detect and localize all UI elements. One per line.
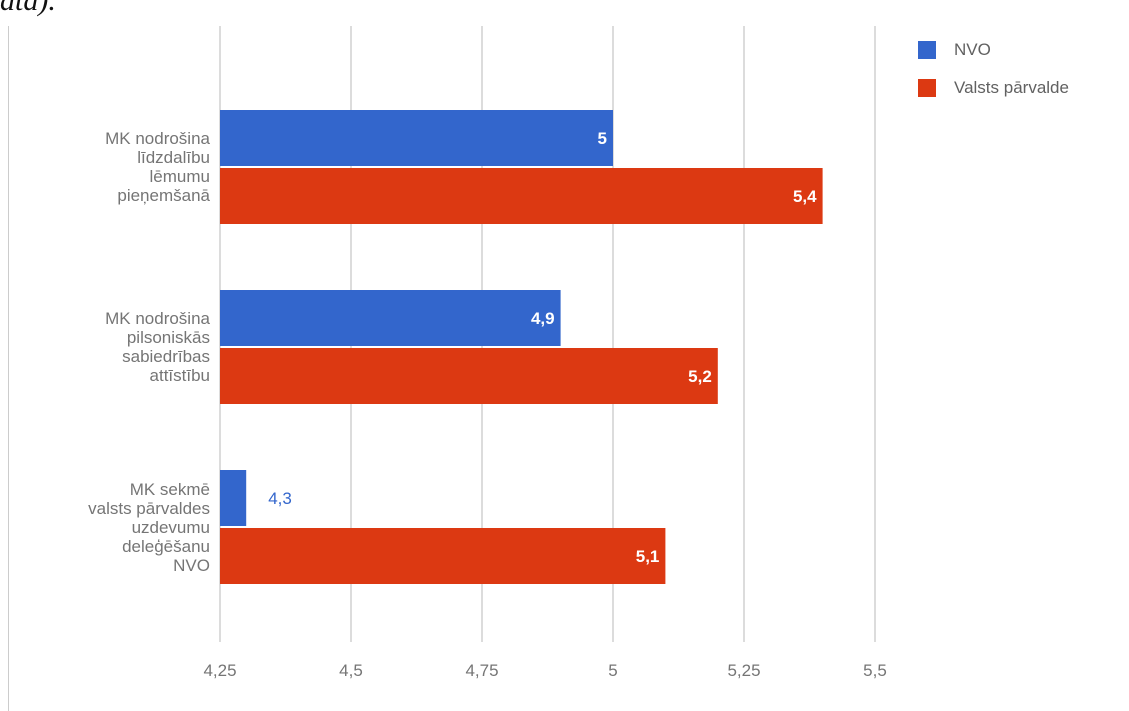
data-label: 5,1 xyxy=(636,547,660,566)
category-label-line: attīstību xyxy=(149,366,210,385)
bar-valsts-parvalde xyxy=(220,168,823,224)
category-label-line: pieņemšanā xyxy=(117,186,210,205)
legend-item-nvo: NVO xyxy=(918,38,1069,62)
category-label-line: pilsoniskās xyxy=(126,328,210,347)
legend-swatch-valsts-parvalde xyxy=(918,79,936,97)
x-tick-label: 5,5 xyxy=(863,661,887,680)
category-label-line: MK sekmē xyxy=(129,479,210,499)
bar-valsts-parvalde xyxy=(220,528,666,584)
bar-nvo xyxy=(220,110,613,166)
category-label: MK sekmē valsts pārvaldes uzdevumu deleģēša… xyxy=(30,480,210,575)
x-tick-label: 5 xyxy=(608,661,617,680)
legend: NVO Valsts pārvalde xyxy=(918,38,1069,114)
category-label-line: lēmumu xyxy=(149,167,210,186)
legend-item-valsts-parvalde: Valsts pārvalde xyxy=(918,76,1069,100)
category-label-line: NVO xyxy=(173,555,210,575)
category-label-line: sabiedrības xyxy=(122,347,210,366)
bar-nvo xyxy=(220,290,561,346)
category-label-line: MK nodrošina xyxy=(105,309,210,328)
category-label: MK nodrošina līdzdalību lēmumu pieņemšanā xyxy=(30,129,210,205)
data-label: 5 xyxy=(598,129,607,148)
category-label: MK nodrošina pilsoniskās sabiedrības attīst… xyxy=(30,309,210,385)
x-tick-label: 4,75 xyxy=(465,661,498,680)
category-label-line: valsts pārvaldes xyxy=(88,498,210,518)
legend-label-nvo: NVO xyxy=(954,40,991,59)
data-label: 4,9 xyxy=(531,309,555,328)
legend-label-valsts-parvalde: Valsts pārvalde xyxy=(954,78,1069,97)
legend-swatch-nvo xyxy=(918,41,936,59)
x-axis-ticks: 4,25 4,5 4,75 5 5,25 5,5 xyxy=(203,661,886,680)
data-label: 5,4 xyxy=(793,187,817,206)
category-label-line: uzdevumu xyxy=(131,517,210,537)
category-label-line: līdzdalību xyxy=(137,148,210,167)
x-tick-label: 5,25 xyxy=(727,661,760,680)
data-label: 4,3 xyxy=(268,489,292,508)
x-tick-label: 4,5 xyxy=(339,661,363,680)
bars: 5 5,4 4,9 5,2 4,3 5,1 xyxy=(220,110,823,584)
page-text-fragment: ata). xyxy=(0,0,56,17)
bar-nvo xyxy=(220,470,247,526)
category-label-line: MK nodrošina xyxy=(105,129,210,148)
category-label-line: deleģēšanu xyxy=(122,536,210,556)
left-border-line xyxy=(8,26,9,711)
x-tick-label: 4,25 xyxy=(203,661,236,680)
bar-valsts-parvalde xyxy=(220,348,718,404)
data-label: 5,2 xyxy=(688,367,712,386)
